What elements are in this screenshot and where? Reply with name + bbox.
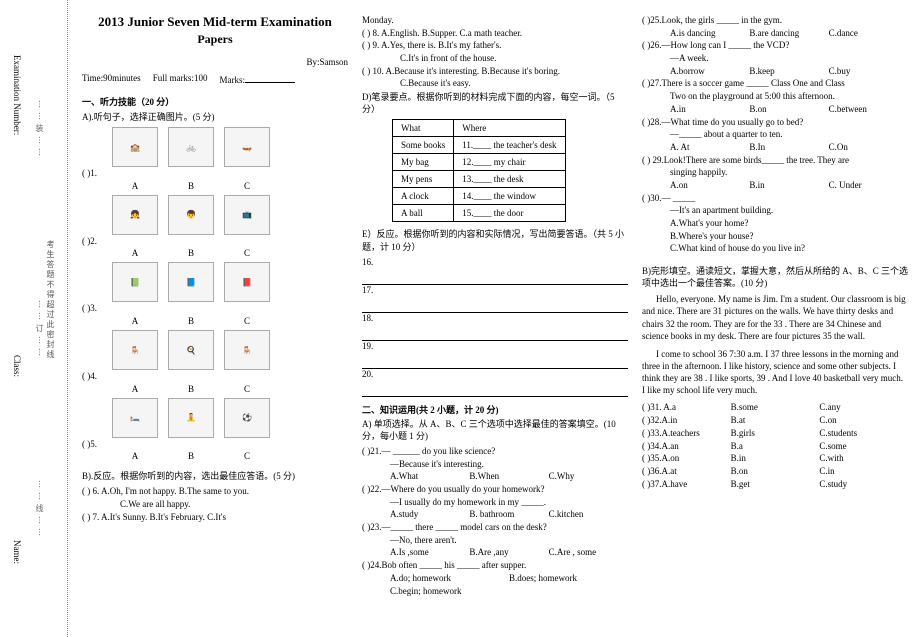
thumb: 🪑 xyxy=(224,330,270,370)
binding-margin: Name: Class: Examination Number: 考 生 答 题… xyxy=(0,0,68,637)
q30d: C.What kind of house do you live in? xyxy=(642,243,908,255)
fill-18: 18. xyxy=(362,313,628,341)
fill-17: 17. xyxy=(362,285,628,313)
q21o: A.WhatB.WhenC.Why xyxy=(362,471,628,483)
cut-line-2: ⋯⋯订⋯⋯ xyxy=(34,300,45,360)
thumb: 👧 xyxy=(112,195,158,235)
q4: ( )4. xyxy=(82,371,348,383)
page-content: 2013 Junior Seven Mid-term Examination P… xyxy=(68,0,920,637)
q29: ( ) 29.Look!There are some birds_____ th… xyxy=(642,155,908,167)
marks-label: Marks: xyxy=(219,73,295,85)
section-b-fill: B)完形填空。通读短文，掌握大意，然后从所给的 A、B、C 三个选项中选出一个最… xyxy=(642,265,908,289)
q6: ( ) 6. A.Oh, I'm not happy. B.The same t… xyxy=(82,486,348,498)
column-3: ( )25.Look, the girls _____ in the gym. … xyxy=(642,14,908,627)
cloze-choices: ( )31. A.aB.someC.any ( )32.A.inB.atC.on… xyxy=(642,402,908,490)
q30a: —It's an apartment building. xyxy=(642,205,908,217)
q1: ( )1. xyxy=(82,168,348,180)
byline: By:Samson xyxy=(82,57,348,67)
q26o: A.borrowB.keepC.buy xyxy=(642,66,908,78)
thumb: 📺 xyxy=(224,195,270,235)
q26: ( )26.—How long can I _____ the VCD? xyxy=(642,40,908,52)
section-b-sub: B).反应。根据你听到的内容，选出最佳应答语。(5 分) xyxy=(82,469,348,482)
q7: ( ) 7. A.It's Sunny. B.It's February. C.… xyxy=(82,512,348,524)
q30: ( )30.— _____ xyxy=(642,193,908,205)
thumb: 🪑 xyxy=(112,330,158,370)
q28a: —_____ about a quarter to ten. xyxy=(642,129,908,141)
q9b: C.It's in front of the house. xyxy=(362,53,628,65)
q24o: A.do; homeworkB.does; homework xyxy=(362,573,628,585)
column-1: 2013 Junior Seven Mid-term Examination P… xyxy=(82,14,348,627)
time-label: Time:90minutes xyxy=(82,73,141,85)
meta-row: Time:90minutes Full marks:100 Marks: xyxy=(82,73,348,85)
q27: ( )27.There is a soccer game _____ Class… xyxy=(642,78,908,90)
column-2: Monday. ( ) 8. A.English. B.Supper. C.a … xyxy=(362,14,628,627)
story-p2: I come to school 36 7:30 a.m. I 37 three… xyxy=(642,348,908,397)
q8: ( ) 8. A.English. B.Supper. C.a math tea… xyxy=(362,28,628,40)
exam-title: 2013 Junior Seven Mid-term Examination xyxy=(82,14,348,30)
thumb: 🧘 xyxy=(168,398,214,438)
fullmarks-label: Full marks:100 xyxy=(153,73,208,85)
thumb: 📗 xyxy=(112,262,158,302)
thumb: 🚲 xyxy=(168,127,214,167)
q27o: A.inB.onC.between xyxy=(642,104,908,116)
examno-label: Examination Number: xyxy=(12,55,22,135)
section-e-sub: E）反应。根据你听到的内容和实际情况，写出简要答语。（共 5 小题，计 10 分… xyxy=(362,228,628,252)
section-2-title: 二、知识运用(共 2 小题，计 20 分) xyxy=(362,403,628,416)
q28: ( )28.—What time do you usually go to be… xyxy=(642,117,908,129)
q22a: —I usually do my homework in my _____. xyxy=(362,497,628,509)
exam-subtitle: Papers xyxy=(82,32,348,47)
thumb: 📕 xyxy=(224,262,270,302)
thumb: 👦 xyxy=(168,195,214,235)
q29a: singing happily. xyxy=(642,167,908,179)
q21: ( )21.— ______ do you like science? xyxy=(362,446,628,458)
seal-text: 考 生 答 题 不 得 超 过 此 密 封 线 xyxy=(45,240,56,358)
thumb: 🛏️ xyxy=(112,398,158,438)
thumb: 🛶 xyxy=(224,127,270,167)
thumb: 📘 xyxy=(168,262,214,302)
q30c: B.Where's your house? xyxy=(642,231,908,243)
q23a: —No, there aren't. xyxy=(362,535,628,547)
q23: ( )23.—_____ there _____ model cars on t… xyxy=(362,522,628,534)
q30b: A.What's your home? xyxy=(642,218,908,230)
q10b: C.Because it's easy. xyxy=(362,78,628,90)
cut-line-1: ⋯⋯线⋯⋯ xyxy=(34,480,45,540)
section-2a-sub: A) 单项选择。从 A、B、C 三个选项中选择最佳的答案填空。(10 分，每小题… xyxy=(362,418,628,442)
q24: ( )24.Bob often _____ his _____ after su… xyxy=(362,560,628,572)
q29o: A.onB.inC. Under xyxy=(642,180,908,192)
q10: ( ) 10. A.Because it's interesting. B.Be… xyxy=(362,66,628,78)
section-d-sub: D)笔录要点。根据你听到的材料完成下面的内容，每空一词。（5 分） xyxy=(362,91,628,115)
q6b: C.We are all happy. xyxy=(82,499,348,511)
q24o2: C.begin; homework xyxy=(362,586,628,598)
q9: ( ) 9. A.Yes, there is. B.It's my father… xyxy=(362,40,628,52)
fill-19: 19. xyxy=(362,341,628,369)
section-a-sub: A).听句子，选择正确图片。(5 分) xyxy=(82,110,348,123)
name-label: Name: xyxy=(12,540,22,564)
thumb: ⚽ xyxy=(224,398,270,438)
picture-questions: 🏫🚲🛶 ( )1. ABC 👧👦📺 ( )2. ABC 📗📘📕 ( )3. AB… xyxy=(82,127,348,461)
fill-20: 20. xyxy=(362,369,628,397)
cut-line-3: ⋯⋯装⋯⋯ xyxy=(34,100,45,160)
q26a: —A week. xyxy=(642,53,908,65)
story-p1: Hello, everyone. My name is Jim. I'm a s… xyxy=(642,293,908,342)
thumb: 🍳 xyxy=(168,330,214,370)
q25: ( )25.Look, the girls _____ in the gym. xyxy=(642,15,908,27)
q21a: —Because it's interesting. xyxy=(362,459,628,471)
q2: ( )2. xyxy=(82,236,348,248)
q23o: A.Is ,someB.Are ,anyC.Are , some xyxy=(362,547,628,559)
q27a: Two on the playground at 5:00 this after… xyxy=(642,91,908,103)
q28o: A. AtB.InC.On xyxy=(642,142,908,154)
q7b: Monday. xyxy=(362,15,628,27)
fill-16: 16. xyxy=(362,257,628,285)
class-label: Class: xyxy=(12,355,22,377)
q5: ( )5. xyxy=(82,439,348,451)
q22o: A.studyB. bathroomC.kitchen xyxy=(362,509,628,521)
q25o: A.is dancingB.are dancingC.dance xyxy=(642,28,908,40)
q3: ( )3. xyxy=(82,303,348,315)
q22: ( )22.—Where do you usually do your home… xyxy=(362,484,628,496)
listening-table: WhatWhere Some books11.____ the teacher'… xyxy=(392,119,566,222)
section-1-title: 一、听力技能（20 分） xyxy=(82,95,348,108)
thumb: 🏫 xyxy=(112,127,158,167)
